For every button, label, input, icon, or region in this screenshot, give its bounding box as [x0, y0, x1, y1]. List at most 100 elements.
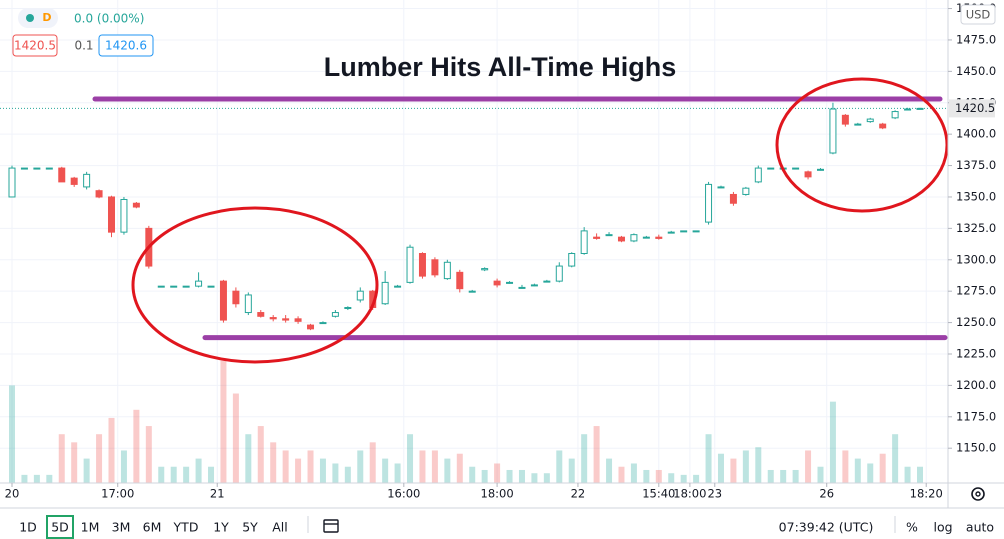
- volume-bar: [382, 458, 389, 483]
- ask-box[interactable]: [98, 34, 154, 57]
- scale-option[interactable]: auto: [966, 520, 994, 535]
- volume-pane: [9, 361, 923, 483]
- range-button[interactable]: YTD: [173, 520, 199, 535]
- y-tick-label: 1375.0: [956, 158, 996, 172]
- candle-body: [20, 167, 28, 170]
- volume-bar: [220, 361, 227, 483]
- x-tick-label: 26: [819, 487, 834, 501]
- scale-option[interactable]: log: [933, 520, 952, 535]
- candle-body: [157, 285, 165, 288]
- candle-body: [555, 265, 563, 282]
- candle-body: [95, 190, 103, 198]
- range-button[interactable]: 6M: [143, 520, 162, 535]
- scale-option[interactable]: %: [906, 520, 918, 535]
- bid: 1420.5: [14, 39, 56, 53]
- range-button[interactable]: 1Y: [213, 520, 229, 535]
- highlight-circle: [131, 206, 379, 364]
- settings-icon[interactable]: [971, 487, 985, 501]
- candle-body: [443, 261, 451, 280]
- volume-bar: [307, 450, 314, 483]
- range-button[interactable]: 1M: [81, 520, 100, 535]
- currency: USD: [966, 8, 991, 22]
- volume-bar: [730, 458, 737, 483]
- candle-body: [195, 280, 203, 287]
- volume-bar: [606, 458, 613, 483]
- candle-body: [207, 285, 215, 288]
- volume-bar: [332, 463, 339, 483]
- y-tick-label: 1275.0: [956, 284, 996, 298]
- range-button[interactable]: 5Y: [242, 520, 258, 535]
- range-button[interactable]: 3M: [112, 520, 131, 535]
- symbol-pill[interactable]: [18, 8, 58, 28]
- x-tick-label: 18:00: [481, 487, 514, 501]
- x-tick-label: 23: [707, 487, 722, 501]
- y-tick-label: 1225.0: [956, 346, 996, 360]
- volume-bar: [693, 474, 700, 483]
- volume-bar: [618, 466, 625, 483]
- range-button[interactable]: All: [272, 520, 288, 535]
- currency-box[interactable]: [960, 4, 996, 25]
- candle-body: [742, 187, 750, 195]
- volume-bar: [630, 463, 637, 483]
- candle-body: [829, 108, 837, 154]
- bid-box[interactable]: [12, 34, 58, 57]
- candle-body: [605, 234, 613, 237]
- volume-bar: [83, 458, 90, 483]
- volume-bar: [208, 466, 215, 483]
- candle-body: [866, 118, 874, 123]
- volume-bar: [469, 466, 476, 483]
- clock: 07:39:42 (UTC): [779, 520, 874, 535]
- volume-bar: [133, 409, 140, 483]
- range-button[interactable]: 1D: [19, 520, 37, 535]
- candles: [8, 102, 924, 331]
- y-tick-label: 1200.0: [956, 378, 996, 392]
- compare-icon[interactable]: [323, 519, 339, 533]
- candle-body: [680, 230, 688, 233]
- y-tick-label: 1175.0: [956, 409, 996, 423]
- candle-body: [307, 324, 315, 330]
- volume-bar: [96, 434, 103, 483]
- x-tick-label: 18:00: [673, 487, 706, 501]
- candle-body: [182, 285, 190, 288]
- candle-body: [493, 280, 501, 286]
- y-tick-label: 1300.0: [956, 252, 996, 266]
- candle-body: [468, 290, 476, 293]
- status-dot: [26, 14, 34, 22]
- volume-bar: [270, 442, 277, 483]
- candle-body: [617, 236, 625, 242]
- volume-bar: [245, 434, 252, 483]
- candle-body: [257, 312, 265, 317]
- candle-body: [816, 168, 824, 171]
- change: 0.0 (0.00%): [74, 12, 144, 26]
- volume-bar: [531, 473, 538, 483]
- range-button[interactable]: 5D: [51, 520, 69, 535]
- candle-body: [394, 285, 402, 288]
- chart-title: Lumber Hits All-Time Highs: [324, 52, 677, 82]
- volume-bar: [195, 458, 202, 483]
- volume-bar: [394, 463, 401, 483]
- candle-body: [916, 107, 924, 110]
- candle-body: [667, 231, 675, 234]
- candle-body: [717, 186, 725, 189]
- volume-bar: [9, 385, 15, 483]
- volume-bar: [568, 458, 575, 483]
- y-tick-label: 1400.0: [956, 127, 996, 141]
- volume-bar: [282, 450, 289, 483]
- volume-bar: [854, 458, 861, 483]
- volume-bar: [58, 434, 65, 483]
- candle-body: [804, 171, 812, 178]
- candle-body: [854, 123, 862, 126]
- candle-body: [8, 167, 16, 198]
- grid: [0, 0, 948, 483]
- x-tick-label: 15:40: [642, 487, 675, 501]
- interval: D: [42, 11, 51, 24]
- candle-body: [692, 230, 700, 233]
- volume-bar: [556, 450, 563, 483]
- gear: [971, 487, 985, 501]
- volume-bar: [655, 469, 662, 483]
- volume-bar: [755, 447, 762, 483]
- x-tick-label: 21: [210, 487, 225, 501]
- y-tick-label: 1325.0: [956, 221, 996, 235]
